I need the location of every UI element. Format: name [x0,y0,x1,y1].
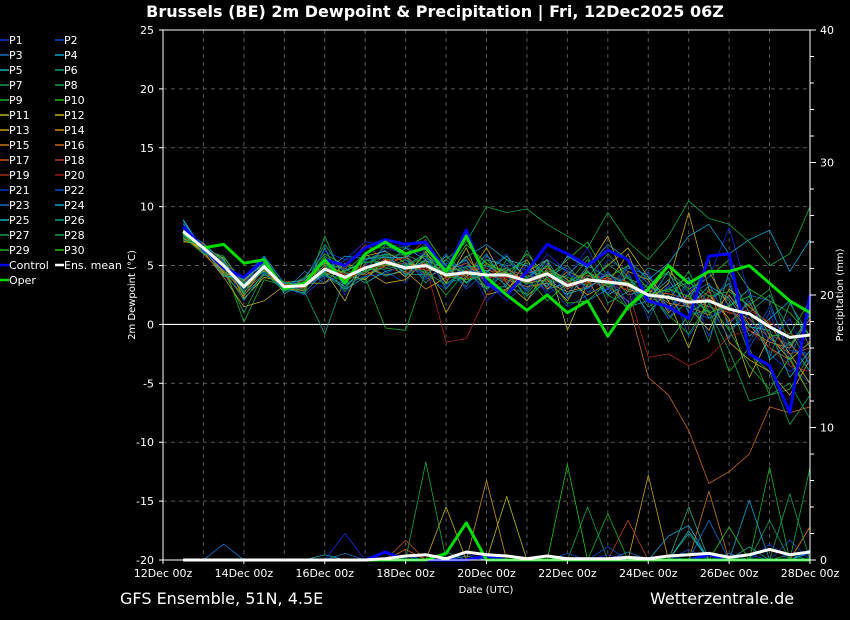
x-tick-label: 28Dec 00z [781,567,840,580]
dewpoint-line-p12 [183,235,811,384]
dewpoint-line-p9 [182,232,811,396]
x-tick-label: 18Dec 00z [376,567,435,580]
y-tick-label: 0 [147,318,154,331]
legend-label: P8 [64,79,78,92]
legend-label: P6 [64,64,78,77]
legend-label: P26 [64,214,85,227]
precip-line-p13 [183,474,810,561]
y-right-tick-label: 20 [820,289,834,302]
y-tick-label: -15 [136,495,154,508]
y-tick-label: 20 [140,83,154,96]
precip-line-p11 [183,495,811,561]
dewpoint-line-p23 [182,222,811,361]
legend-label: P10 [64,94,85,107]
y-tick-label: -10 [136,436,154,449]
y-right-tick-label: 10 [820,422,834,435]
dewpoint-line-p24 [182,219,811,294]
precipitation-lines [183,461,811,562]
legend-label: P30 [64,244,85,257]
y-tick-label: -20 [136,554,154,567]
legend-label: P15 [9,139,30,152]
y-right-tick-label: 30 [820,157,834,170]
legend-label: P12 [64,109,85,122]
legend-label: P28 [64,229,85,242]
legend-label: P11 [9,109,30,122]
y-tick-label: 10 [140,201,154,214]
y-tick-label: 15 [140,142,154,155]
dewpoint-line-control [182,225,812,415]
y-tick-label: 5 [147,260,154,273]
legend-label: Ens. mean [64,259,122,272]
legend-label: Oper [9,274,36,287]
precip-line-p24 [183,499,810,561]
legend-label: P3 [9,49,23,62]
legend-label: P20 [64,169,85,182]
footer-source[interactable]: Wetterzentrale.de [650,589,794,608]
x-tick-label: 12Dec 00z [134,567,193,580]
legend-label: P18 [64,154,85,167]
legend-label: P24 [64,199,85,212]
legend-label: P14 [64,124,85,137]
legend-label: Control [9,259,49,272]
y-tick-label: 25 [140,24,154,37]
precip-line-p8 [183,461,810,561]
y-right-tick-label: 0 [820,554,827,567]
footer-model-info: GFS Ensemble, 51N, 4.5E [120,589,323,608]
legend-label: P13 [9,124,30,137]
legend-label: P1 [9,34,23,47]
x-tick-label: 20Dec 00z [457,567,516,580]
y-axis-right-label: Precipitation (mm) [835,248,846,341]
x-tick-label: 24Dec 00z [619,567,678,580]
legend-label: P21 [9,184,30,197]
legend-label: P17 [9,154,30,167]
legend-label: P25 [9,214,30,227]
legend-label: P16 [64,139,85,152]
dewpoint-line-p6 [182,231,811,366]
dewpoint-lines [182,200,812,484]
legend-label: P5 [9,64,23,77]
dewpoint-line-oper [182,231,811,338]
legend-label: P27 [9,229,30,242]
legend-label: P19 [9,169,30,182]
legend: P1 P2 P3 P4 P5 P6 P7 P8 P9 P10 P11 P12 P13 P14 P15 P16 P… [0,34,122,287]
legend-label: P4 [64,49,78,62]
precip-line-p28 [183,467,811,561]
y-tick-label: -5 [143,377,154,390]
dewpoint-line-p18 [182,231,811,361]
legend-label: P2 [64,34,78,47]
precip-line-p9 [183,466,810,561]
plot-frame [162,29,811,561]
dewpoint-line-p19 [182,228,811,372]
legend-label: P23 [9,199,30,212]
x-tick-label: 26Dec 00z [700,567,759,580]
dewpoint-line-ens-mean [182,230,811,339]
x-tick-label: 22Dec 00z [538,567,597,580]
y-axis-label: 2m Dewpoint (°C) [127,250,138,340]
y-right-tick-label: 40 [820,24,834,37]
legend-label: P7 [9,79,23,92]
x-axis-label: Date (UTC) [459,585,514,596]
chart-title: Brussels (BE) 2m Dewpoint & Precipitatio… [146,2,724,22]
legend-label: P9 [9,94,23,107]
x-tick-label: 14Dec 00z [215,567,274,580]
legend-label: P22 [64,184,85,197]
axes: -20 -15 -10 -5 0 5 10 15 20 25 0 10 20 30 40 12Dec 00z 1… [134,24,840,580]
legend-label: P29 [9,244,30,257]
x-tick-label: 16Dec 00z [295,567,354,580]
dewpoint-line-p5 [182,233,811,372]
